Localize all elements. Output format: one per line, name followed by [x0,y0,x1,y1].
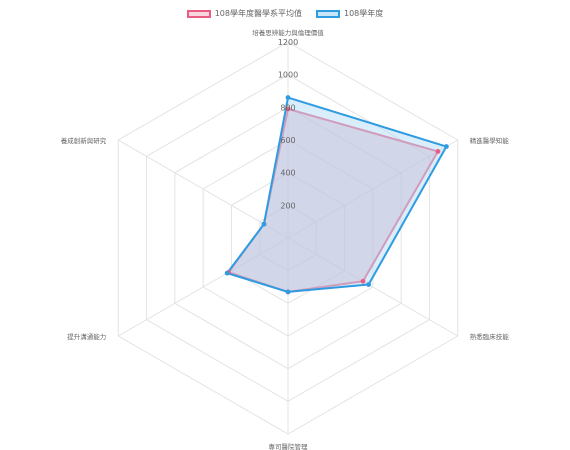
series-2-point-3 [366,282,372,287]
legend-item-current[interactable]: 108學年度 [316,8,383,19]
category-label-2: 精進醫學知能 [470,136,510,145]
tick-label-3: 600 [280,136,295,145]
series-2-point-6 [261,221,267,227]
tick-label-2: 400 [280,169,295,178]
tick-label-5: 1000 [278,71,298,80]
legend-label-average: 108學年度醫學系平均值 [214,9,302,18]
tick-label-4: 800 [280,103,295,112]
category-label-5: 提升溝通能力 [67,332,106,341]
series-1-point-1 [285,106,291,112]
category-label-4: 專司醫院管理 [269,442,309,450]
grid-spoke-6 [118,139,289,239]
series-2-point-5 [224,270,230,276]
series-2-point-2 [444,144,449,149]
series-2-point-1 [285,95,291,100]
legend-swatch-average [186,9,211,18]
category-label-6: 養成創新與研究 [61,136,107,145]
tick-label-6: 1200 [278,38,298,47]
tick-label-1: 200 [280,201,295,210]
series-1-point-3 [360,278,366,284]
legend-item-average[interactable]: 108學年度醫學系平均值 [186,8,302,19]
category-label-1: 培養思辨能力與倫理價值 [252,28,324,37]
legend-swatch-current [316,9,340,18]
category-label-3: 熟悉臨床技能 [470,332,510,341]
series-2-point-4 [285,289,291,295]
series-1-point-2 [435,149,441,154]
series-area-2 [226,96,448,293]
legend-label-current: 108學年度 [344,9,384,18]
legend: 108學年度醫學系平均值 108學年度 [0,8,570,19]
